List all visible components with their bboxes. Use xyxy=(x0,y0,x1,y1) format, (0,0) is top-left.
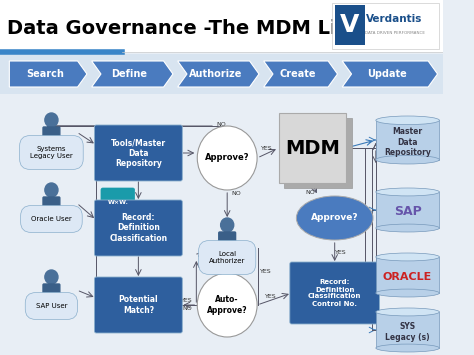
Text: Create: Create xyxy=(280,69,316,79)
FancyBboxPatch shape xyxy=(290,262,380,324)
Ellipse shape xyxy=(376,253,439,261)
Text: Update: Update xyxy=(367,69,407,79)
Text: Local
Authorizer: Local Authorizer xyxy=(209,251,246,264)
Text: ORACLE: ORACLE xyxy=(383,272,432,282)
Ellipse shape xyxy=(376,155,439,164)
FancyBboxPatch shape xyxy=(376,312,439,348)
Polygon shape xyxy=(91,61,173,87)
Text: SYS
Legacy (s): SYS Legacy (s) xyxy=(385,322,430,342)
Ellipse shape xyxy=(376,344,439,352)
FancyBboxPatch shape xyxy=(376,120,439,160)
Ellipse shape xyxy=(376,289,439,297)
Text: W×W.: W×W. xyxy=(108,201,128,206)
Text: Search: Search xyxy=(27,69,64,79)
FancyBboxPatch shape xyxy=(219,232,236,248)
FancyBboxPatch shape xyxy=(279,113,346,183)
Text: YES: YES xyxy=(261,146,272,151)
Text: YES: YES xyxy=(265,295,277,300)
Text: V: V xyxy=(340,13,359,37)
Text: Systems
Legacy User: Systems Legacy User xyxy=(30,146,73,159)
FancyBboxPatch shape xyxy=(101,188,135,218)
Text: NO: NO xyxy=(217,122,227,127)
FancyBboxPatch shape xyxy=(0,54,443,94)
Polygon shape xyxy=(264,61,337,87)
Text: SAP: SAP xyxy=(394,206,421,218)
Ellipse shape xyxy=(296,196,373,240)
Text: Master
Data
Repository: Master Data Repository xyxy=(384,127,431,157)
Polygon shape xyxy=(178,61,259,87)
Text: MDM: MDM xyxy=(285,138,340,158)
Circle shape xyxy=(45,113,58,127)
Text: NO: NO xyxy=(182,306,192,311)
FancyBboxPatch shape xyxy=(94,277,182,333)
FancyBboxPatch shape xyxy=(94,200,182,256)
Text: Approve?: Approve? xyxy=(311,213,358,223)
Circle shape xyxy=(45,183,58,197)
Ellipse shape xyxy=(376,188,439,196)
Text: Auto-
Approve?: Auto- Approve? xyxy=(207,295,247,315)
Polygon shape xyxy=(9,61,87,87)
Circle shape xyxy=(197,126,257,190)
FancyBboxPatch shape xyxy=(284,118,352,188)
Text: Verdantis: Verdantis xyxy=(366,14,423,24)
FancyBboxPatch shape xyxy=(94,125,182,181)
Text: Record:
Definition
Classification
Control No.: Record: Definition Classification Contro… xyxy=(308,279,361,306)
Text: Tools/Master
Data
Repository: Tools/Master Data Repository xyxy=(111,138,166,168)
Circle shape xyxy=(197,273,257,337)
Text: DATA DRIVEN PERFORMANCE: DATA DRIVEN PERFORMANCE xyxy=(365,31,425,35)
Circle shape xyxy=(45,270,58,284)
Text: Record:
Definition
Classification: Record: Definition Classification xyxy=(109,213,167,243)
Text: Data Governance -The MDM Lifeline: Data Governance -The MDM Lifeline xyxy=(8,18,400,38)
Text: NO: NO xyxy=(232,191,242,196)
FancyBboxPatch shape xyxy=(43,197,60,213)
Text: YES: YES xyxy=(181,298,193,303)
FancyBboxPatch shape xyxy=(335,5,365,45)
Text: Define: Define xyxy=(111,69,147,79)
Text: Potential
Match?: Potential Match? xyxy=(118,295,158,315)
FancyBboxPatch shape xyxy=(332,3,439,49)
Text: YES: YES xyxy=(260,269,272,274)
Text: Authorize: Authorize xyxy=(189,69,242,79)
FancyBboxPatch shape xyxy=(376,257,439,293)
Text: YES: YES xyxy=(336,250,347,255)
FancyBboxPatch shape xyxy=(43,284,60,300)
FancyBboxPatch shape xyxy=(376,192,439,228)
Polygon shape xyxy=(342,61,438,87)
Text: NO: NO xyxy=(306,190,315,195)
Text: Oracle User: Oracle User xyxy=(31,216,72,222)
Text: SAP User: SAP User xyxy=(36,303,67,309)
Circle shape xyxy=(220,218,234,232)
Text: Approve?: Approve? xyxy=(205,153,249,163)
Ellipse shape xyxy=(376,224,439,232)
Ellipse shape xyxy=(376,308,439,316)
FancyBboxPatch shape xyxy=(0,0,443,52)
Ellipse shape xyxy=(376,116,439,125)
FancyBboxPatch shape xyxy=(43,127,60,143)
